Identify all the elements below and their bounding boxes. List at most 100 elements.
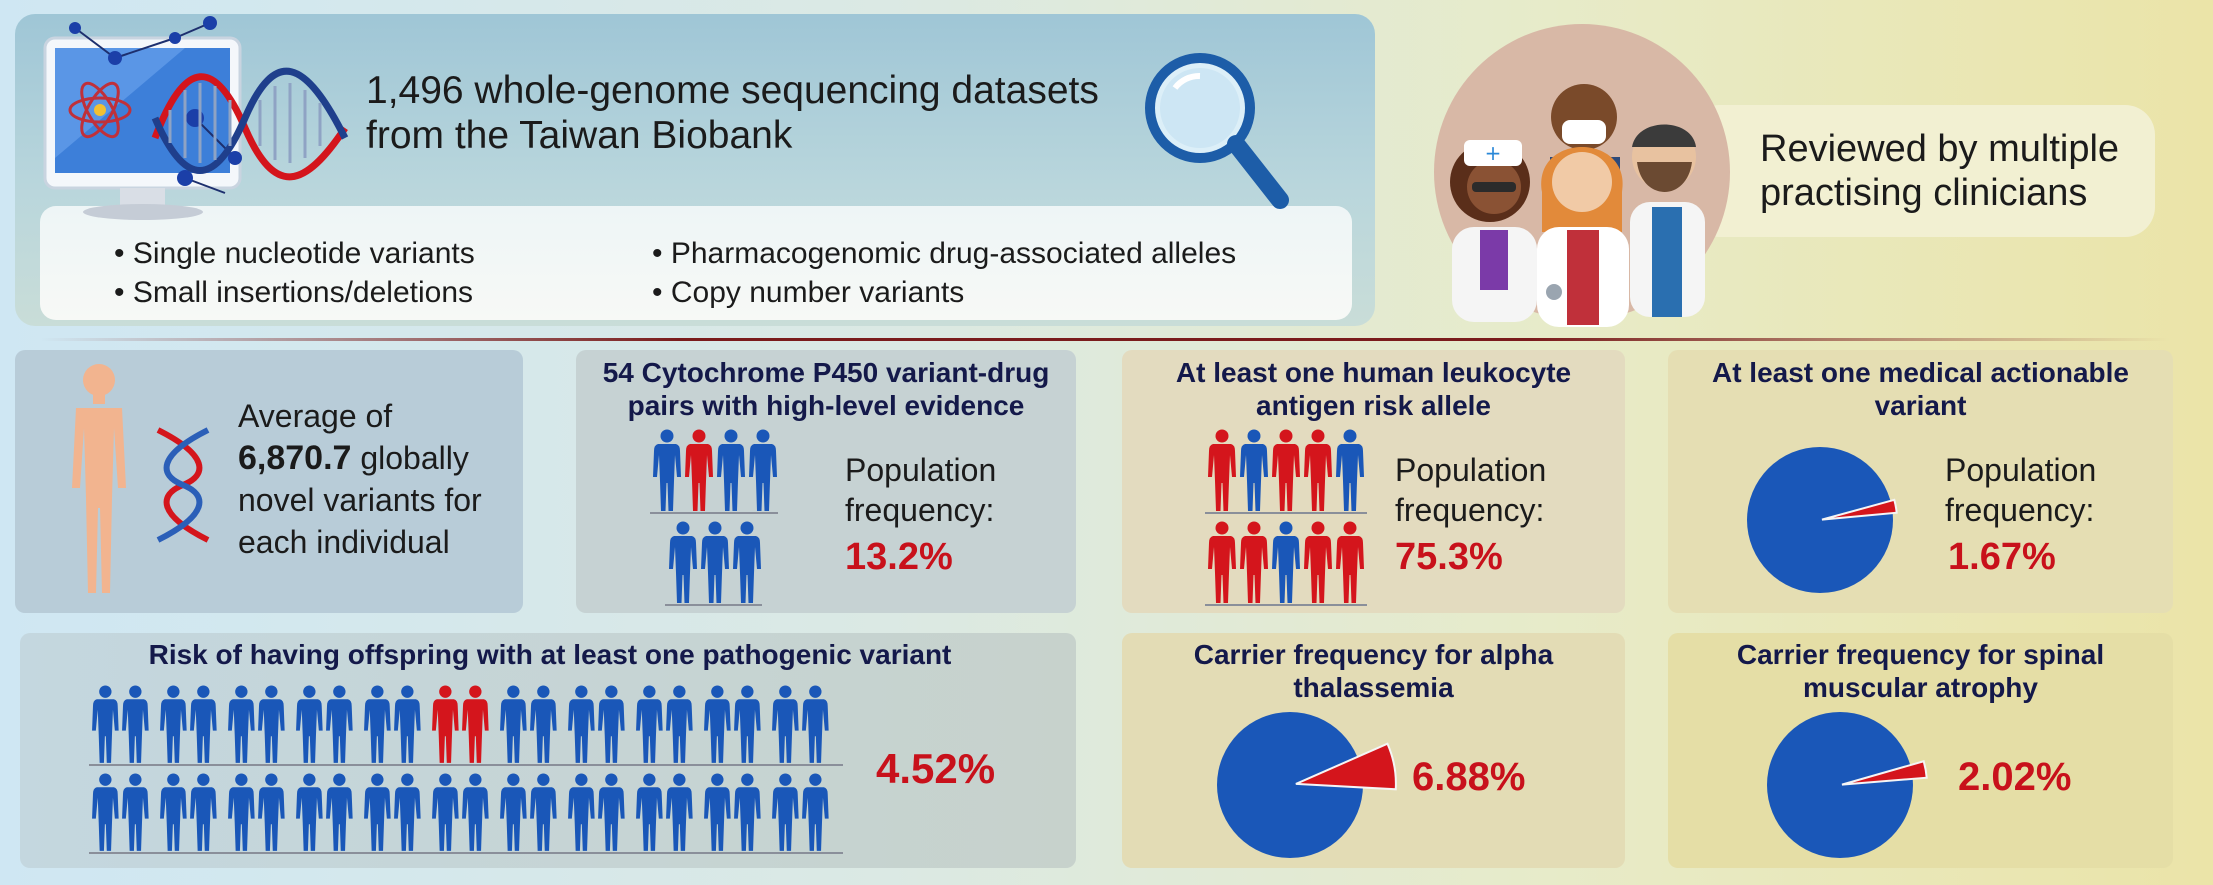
person-icon	[364, 685, 391, 763]
cyp-label-line2: frequency:	[845, 492, 995, 528]
human-body-icon	[72, 364, 126, 593]
person-icon-affected	[432, 685, 459, 763]
cyp-freq-label: Population frequency:	[845, 450, 996, 530]
person-icon	[734, 685, 761, 763]
dna-icon	[156, 427, 210, 543]
clinicians-line1: Reviewed by multiple	[1760, 128, 2120, 170]
clinicians-text: Reviewed by multiple practising clinicia…	[1760, 127, 2119, 215]
person-icon	[666, 773, 693, 851]
novel-line4: each individual	[238, 524, 450, 560]
person-icon	[394, 773, 421, 851]
person-icon	[636, 773, 663, 851]
cyp-title-line2: pairs with high-level evidence	[627, 390, 1025, 421]
person-icon	[394, 685, 421, 763]
cyp-card	[576, 350, 1076, 613]
person-icon	[122, 685, 149, 763]
person-icon	[462, 773, 489, 851]
person-icon	[704, 685, 731, 763]
actionable-frequency-value: 1.67%	[1948, 536, 2056, 578]
person-icon	[598, 685, 625, 763]
person-icon	[701, 521, 729, 603]
bullet-cnv: • Copy number variants	[652, 276, 965, 309]
novel-line2: 6,870.7 globally	[238, 437, 482, 479]
sma-title-line2: muscular atrophy	[1803, 672, 2038, 703]
actionable-title: At least one medical actionable variant	[1668, 356, 2173, 422]
header-title: 1,496 whole-genome sequencing datasets f…	[366, 68, 1099, 158]
section-divider	[40, 338, 2170, 341]
person-icon	[160, 773, 187, 851]
clinicians-label-panel	[1690, 105, 2155, 237]
hla-card	[1122, 350, 1625, 613]
person-icon	[500, 773, 527, 851]
person-icon-affected	[1272, 429, 1300, 511]
bullet-pgx: • Pharmacogenomic drug-associated allele…	[652, 237, 1237, 270]
person-icon-affected	[1304, 429, 1332, 511]
person-icon	[717, 429, 745, 511]
person-icon	[704, 773, 731, 851]
person-icon	[653, 429, 681, 511]
actionable-freq-label: Population frequency:	[1945, 450, 2096, 530]
bullets-panel	[40, 206, 1352, 320]
offspring-people-pictogram	[89, 685, 843, 854]
cyp-label-line1: Population	[845, 452, 997, 488]
person-icon	[122, 773, 149, 851]
novel-line3: novel variants for	[238, 482, 482, 518]
person-icon	[228, 685, 255, 763]
person-icon	[749, 429, 777, 511]
person-icon-affected	[462, 685, 489, 763]
thalassemia-pie-base	[1217, 712, 1363, 858]
novel-line1: Average of	[238, 398, 393, 434]
cyp-frequency-value: 13.2%	[845, 536, 953, 578]
sma-card	[1668, 633, 2173, 868]
bullets-left: • Single nucleotide variants • Small ins…	[114, 234, 475, 312]
actionable-label-line2: frequency:	[1945, 492, 2095, 528]
cyp-title-line1: 54 Cytochrome P450 variant-drug	[602, 357, 1050, 388]
svg-text:+: +	[1485, 141, 1502, 165]
person-icon	[326, 685, 353, 763]
person-icon	[636, 685, 663, 763]
person-icon	[296, 685, 323, 763]
actionable-pie-chart	[1747, 447, 1898, 593]
person-icon	[160, 685, 187, 763]
hla-title-line2: antigen risk allele	[1256, 390, 1491, 421]
person-icon	[530, 685, 557, 763]
thalassemia-carrier-value: 6.88%	[1412, 755, 1526, 799]
hla-title: At least one human leukocyte antigen ris…	[1122, 356, 1625, 422]
thalassemia-title-line1: Carrier frequency for alpha	[1193, 639, 1554, 670]
sma-pie-base	[1767, 712, 1913, 858]
person-icon	[598, 773, 625, 851]
computer-dna-illustration	[43, 16, 349, 220]
person-icon	[92, 685, 119, 763]
person-icon-affected	[1336, 521, 1364, 603]
header-title-line1: 1,496 whole-genome sequencing datasets	[366, 69, 1099, 112]
person-icon	[258, 685, 285, 763]
clinicians-line2: practising clinicians	[1760, 172, 2088, 214]
person-icon-affected	[1208, 429, 1236, 511]
actionable-pie-base	[1747, 447, 1893, 593]
actionable-title-line2: variant	[1874, 390, 1967, 421]
person-icon	[1336, 429, 1364, 511]
actionable-title-line1: At least one medical actionable	[1711, 357, 2130, 388]
person-icon	[1240, 429, 1268, 511]
person-icon	[1272, 521, 1300, 603]
person-icon	[669, 521, 697, 603]
sma-carrier-value: 2.02%	[1958, 755, 2072, 799]
sma-title: Carrier frequency for spinal muscular at…	[1668, 638, 2173, 704]
novel-variants-text: Average of 6,870.7 globally novel varian…	[238, 395, 482, 563]
bullet-snv: • Single nucleotide variants	[114, 237, 475, 270]
person-icon	[190, 773, 217, 851]
person-icon	[258, 773, 285, 851]
thalassemia-pie-slice	[1295, 742, 1397, 791]
offspring-risk-value: 4.52%	[876, 745, 996, 792]
person-icon	[364, 773, 391, 851]
bullets-right: • Pharmacogenomic drug-associated allele…	[652, 234, 1236, 312]
person-icon	[734, 773, 761, 851]
thalassemia-title-line2: thalassemia	[1293, 672, 1454, 703]
thalassemia-title: Carrier frequency for alpha thalassemia	[1122, 638, 1625, 704]
person-icon	[190, 685, 217, 763]
person-icon	[228, 773, 255, 851]
magnifier-icon	[1145, 53, 1289, 209]
hla-freq-label: Population frequency:	[1395, 450, 1546, 530]
person-icon	[772, 685, 799, 763]
person-icon-affected	[685, 429, 713, 511]
